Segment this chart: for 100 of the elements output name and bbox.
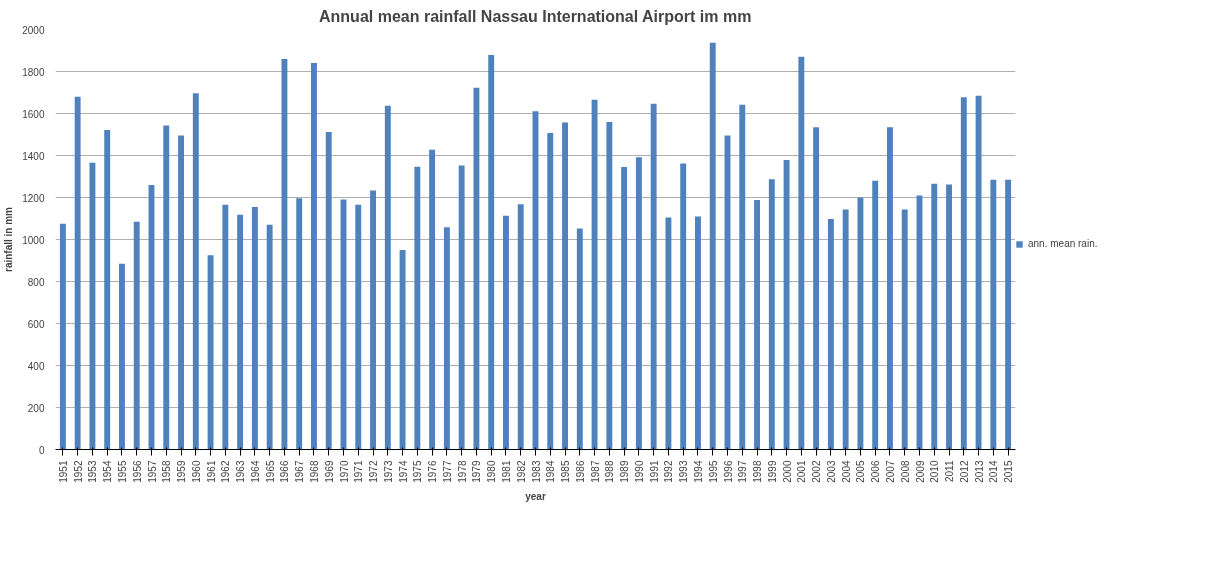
bar	[827, 218, 834, 450]
x-tick-label: 2013	[973, 460, 985, 483]
bar	[414, 166, 421, 450]
bar	[311, 63, 317, 450]
bar	[591, 99, 598, 450]
x-tick-label: 1965	[264, 460, 276, 483]
bar	[931, 183, 938, 450]
bar	[59, 223, 66, 450]
bar	[443, 227, 450, 450]
x-tick-label: 2012	[958, 460, 970, 483]
x-tick-label: 1969	[323, 460, 335, 483]
bar	[901, 209, 908, 450]
bar	[488, 55, 495, 450]
x-tick-label: 1972	[368, 460, 380, 483]
y-tick-label: 1600	[22, 108, 45, 120]
x-tick-label: 1982	[515, 460, 527, 483]
x-tick-label: 1960	[190, 460, 202, 483]
bar	[798, 56, 805, 450]
bar	[680, 163, 687, 450]
x-tick-label: 1991	[648, 460, 660, 483]
bar	[547, 133, 554, 450]
bar	[754, 200, 760, 450]
x-tick-label: 1985	[560, 460, 572, 483]
x-tick-label: 1998	[752, 460, 764, 483]
x-tick-label: 1952	[72, 460, 84, 483]
bar	[650, 103, 657, 450]
bar	[163, 125, 170, 450]
y-tick-label: 200	[27, 402, 45, 414]
x-tick-label: 1988	[604, 460, 616, 483]
bar	[695, 216, 701, 450]
bar	[665, 217, 672, 450]
x-tick-label: 1962	[220, 460, 232, 483]
legend-label: ann. mean rain.	[1028, 238, 1098, 249]
bar	[872, 180, 879, 450]
y-tick-label: 2000	[22, 24, 45, 36]
bar	[842, 209, 849, 450]
y-tick-label: 1000	[22, 234, 45, 246]
bar	[222, 204, 229, 450]
x-tick-label: 1978	[456, 460, 468, 483]
bar	[739, 104, 746, 450]
x-tick-label: 2011	[944, 460, 956, 482]
bar	[399, 250, 406, 450]
bar	[606, 121, 613, 450]
bar	[635, 157, 642, 450]
bar	[192, 93, 199, 450]
bar	[562, 122, 568, 450]
x-tick-label: 1983	[530, 460, 542, 483]
bar	[384, 105, 391, 450]
x-tick-label: 2002	[811, 460, 823, 483]
bar	[857, 197, 864, 450]
bar	[887, 127, 893, 450]
x-tick-label: 2000	[781, 460, 793, 483]
y-tick-label: 0	[38, 444, 45, 456]
bar	[133, 221, 140, 450]
x-tick-label: 2006	[870, 460, 882, 483]
x-tick-label: 1974	[397, 460, 409, 483]
bar	[74, 96, 81, 450]
y-tick-label: 1800	[22, 66, 45, 78]
x-tick-label: 2009	[914, 460, 926, 483]
bar	[990, 179, 997, 450]
bar	[768, 179, 775, 450]
y-tick-label: 800	[27, 276, 45, 288]
bar	[458, 165, 465, 450]
bar	[325, 131, 332, 450]
bar	[429, 149, 436, 450]
x-tick-label: 1957	[146, 460, 158, 483]
x-tick-label: 1963	[235, 460, 247, 483]
x-tick-label: 2008	[899, 460, 911, 483]
x-axis-title: year	[525, 490, 546, 502]
x-tick-label: 1966	[279, 460, 291, 483]
x-tick-label: 1953	[87, 460, 99, 483]
bar	[266, 224, 273, 450]
x-tick-label: 1961	[205, 460, 217, 483]
x-tick-label: 1999	[766, 460, 778, 483]
bar	[975, 95, 982, 450]
bar	[813, 127, 820, 450]
x-tick-label: 1997	[737, 460, 749, 483]
y-tick-label: 600	[27, 318, 45, 330]
x-tick-label: 1977	[441, 460, 453, 483]
bar	[281, 58, 288, 450]
x-tick-label: 1981	[500, 460, 512, 483]
x-tick-label: 1992	[663, 460, 675, 483]
x-tick-label: 2007	[884, 460, 896, 483]
x-tick-label: 1996	[722, 460, 734, 483]
x-tick-label: 1990	[633, 460, 645, 483]
bar	[621, 167, 628, 450]
bar	[178, 135, 184, 450]
x-tick-label: 1994	[692, 460, 704, 483]
bar	[370, 190, 376, 450]
bar	[709, 42, 716, 450]
bar	[783, 160, 790, 450]
bar	[207, 255, 214, 450]
x-tick-label: 1973	[382, 460, 394, 483]
y-tick-label: 400	[27, 360, 45, 372]
x-tick-label: 1993	[678, 460, 690, 483]
x-tick-label: 1995	[707, 460, 719, 483]
x-tick-label: 1955	[116, 460, 128, 483]
x-tick-label: 1954	[102, 460, 114, 483]
x-tick-label: 2005	[855, 460, 867, 483]
x-tick-label: 1980	[486, 460, 498, 483]
